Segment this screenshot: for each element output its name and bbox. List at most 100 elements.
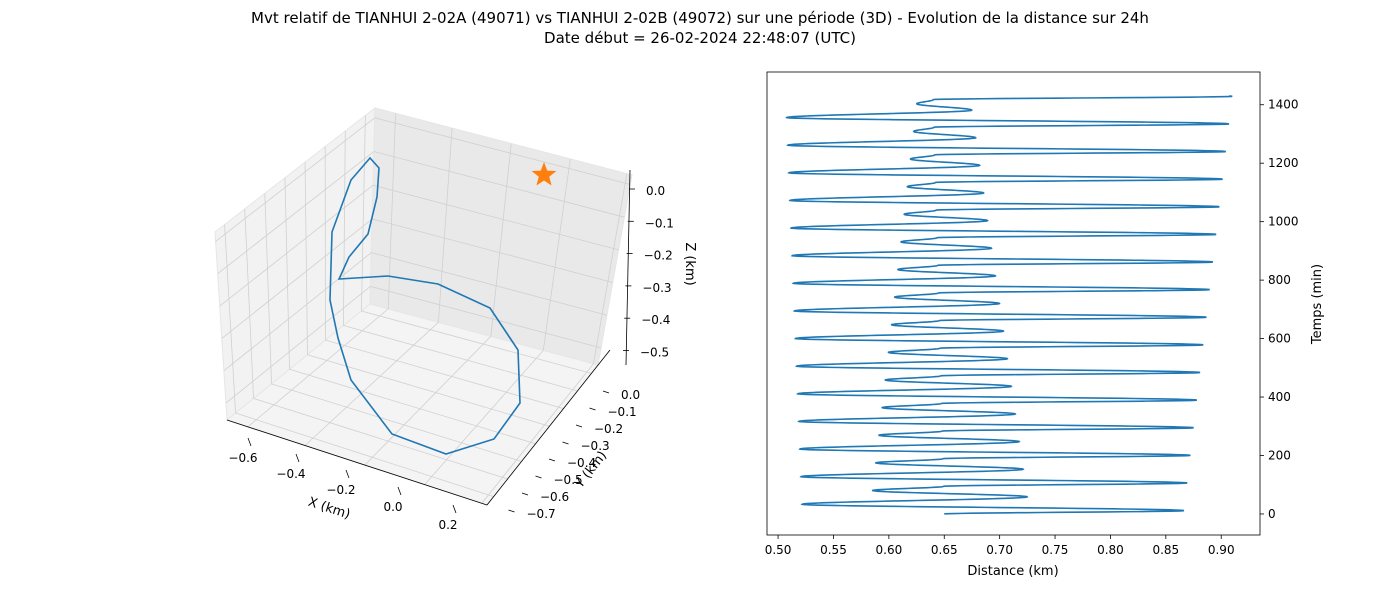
y-tick-mark xyxy=(589,407,596,411)
grid-line xyxy=(343,325,578,392)
grid-line xyxy=(219,184,374,307)
grid-line xyxy=(361,310,592,374)
x-tick-label: 0.55 xyxy=(820,543,847,557)
grid-line xyxy=(225,286,371,404)
grid-line xyxy=(372,218,613,283)
grid-line xyxy=(374,117,631,185)
z-tick-label: −0.1 xyxy=(645,216,674,230)
y-tick-mark xyxy=(521,492,529,496)
y-tick-label: −0.6 xyxy=(540,490,569,504)
x-tick-label: 0.90 xyxy=(1208,543,1235,557)
grid-line xyxy=(343,131,346,326)
chart-distance-vs-time: 0.50 0.55 0.60 0.65 0.70 0.75 0.80 0.85 0.90 0 200… xyxy=(765,71,1325,579)
grid-line xyxy=(224,224,236,414)
grid-line xyxy=(370,285,602,349)
y-tick-label: 0 xyxy=(1268,507,1276,521)
chart-subtitle: Date début = 26-02-2024 22:48:07 (UTC) xyxy=(544,29,856,47)
x-tick-label: −0.6 xyxy=(228,451,257,465)
chart-title: Mvt relatif de TIANHUI 2-02A (49071) vs … xyxy=(251,9,1149,27)
grid-line xyxy=(364,336,492,466)
y-tick-label: 0.0 xyxy=(621,388,640,402)
x-tick-label: 0.70 xyxy=(986,543,1013,557)
x-axis-label: X (km) xyxy=(306,495,352,523)
y-tick-label: 1200 xyxy=(1268,156,1299,170)
grid-line xyxy=(438,128,453,323)
y-tick-label: −0.3 xyxy=(581,439,610,453)
y-tick-mark xyxy=(508,509,515,513)
x-tick-label: 0.0 xyxy=(383,500,402,514)
z-axis-line xyxy=(625,169,631,366)
y-axis-line xyxy=(486,349,611,506)
x-tick-label: 0.60 xyxy=(876,543,903,557)
x-tick-mark xyxy=(452,504,457,514)
x-tick-label: −0.2 xyxy=(326,483,355,497)
z-tick-label: −0.5 xyxy=(640,346,669,360)
x-tick-label: 0.75 xyxy=(1042,543,1069,557)
grid-line xyxy=(304,322,439,446)
x-tick-mark xyxy=(295,453,300,463)
z-tick-label: 0.0 xyxy=(646,184,665,198)
x-tick-label: 0.65 xyxy=(931,543,958,557)
y-tick-mark xyxy=(575,424,583,428)
x-tick-label: 0.2 xyxy=(438,518,457,532)
grid-line xyxy=(424,350,544,485)
y-tick-label: −0.1 xyxy=(608,405,637,419)
grid-line xyxy=(253,398,508,480)
y-axis-label-time: Temps (min) xyxy=(1310,264,1325,345)
grid-line xyxy=(481,363,594,504)
grid-line xyxy=(271,383,522,462)
grid-line xyxy=(371,252,608,316)
y-tick-label: 1400 xyxy=(1268,98,1299,112)
y-tick-mark xyxy=(602,390,610,394)
plot-area-frame xyxy=(766,71,1261,536)
z-tick-label: −0.4 xyxy=(641,313,670,327)
z-axis-label: Z (km) xyxy=(682,242,697,285)
x-tick-label: 0.85 xyxy=(1152,543,1179,557)
grid-line xyxy=(593,173,628,364)
y-tick-mark xyxy=(562,441,569,445)
grid-line xyxy=(542,158,571,351)
grid-line xyxy=(289,368,536,445)
x-tick-mark xyxy=(345,469,350,479)
y-tick-label: 600 xyxy=(1268,332,1291,346)
grid-line xyxy=(304,162,308,355)
y-tick-label: 400 xyxy=(1268,390,1291,404)
chart-3d-trajectory: −0.6 −0.4 −0.2 0.0 0.2 0.0 −0.1 −0.2 −0.3 −0.4 −0.… xyxy=(214,106,697,532)
grid-line xyxy=(264,193,272,384)
distance-series-line xyxy=(785,95,1233,515)
grid-line xyxy=(235,412,494,497)
y-tick-label: −0.7 xyxy=(527,507,556,521)
y-tick-label: −0.4 xyxy=(567,456,596,470)
grid-line xyxy=(217,151,375,275)
grid-line xyxy=(307,354,550,427)
y-tick-label: −0.5 xyxy=(554,473,583,487)
grid-line xyxy=(247,308,389,428)
grid-3d xyxy=(215,113,631,504)
trajectory-3d-line xyxy=(329,156,521,455)
z-tick-label: −0.2 xyxy=(644,249,673,263)
y-tick-label: 800 xyxy=(1268,273,1291,287)
y-tick-label: 1000 xyxy=(1268,215,1299,229)
grid-line xyxy=(223,252,372,372)
x-tick-mark xyxy=(247,437,252,447)
origin-star-marker xyxy=(531,162,557,186)
grid-line xyxy=(284,177,290,370)
x-tick-label: −0.4 xyxy=(276,467,305,481)
y-tick-label: −0.2 xyxy=(594,422,623,436)
grid-line xyxy=(221,218,373,339)
grid-line xyxy=(373,151,625,218)
z-tick-label: −0.3 xyxy=(642,281,671,295)
x-tick-label: 0.80 xyxy=(1097,543,1124,557)
y-tick-label: 200 xyxy=(1268,448,1291,462)
x-axis-label-distance: Distance (km) xyxy=(967,564,1058,579)
y-tick-mark xyxy=(548,458,556,462)
grid-line xyxy=(490,143,512,337)
grid-line xyxy=(372,184,619,251)
x-tick-label: 0.50 xyxy=(765,543,792,557)
grid-line xyxy=(244,208,254,399)
x-tick-mark xyxy=(397,486,402,496)
grid-line xyxy=(325,339,564,409)
x-axis-line xyxy=(226,419,488,506)
grid-line xyxy=(215,117,375,242)
y-tick-mark xyxy=(535,475,542,479)
